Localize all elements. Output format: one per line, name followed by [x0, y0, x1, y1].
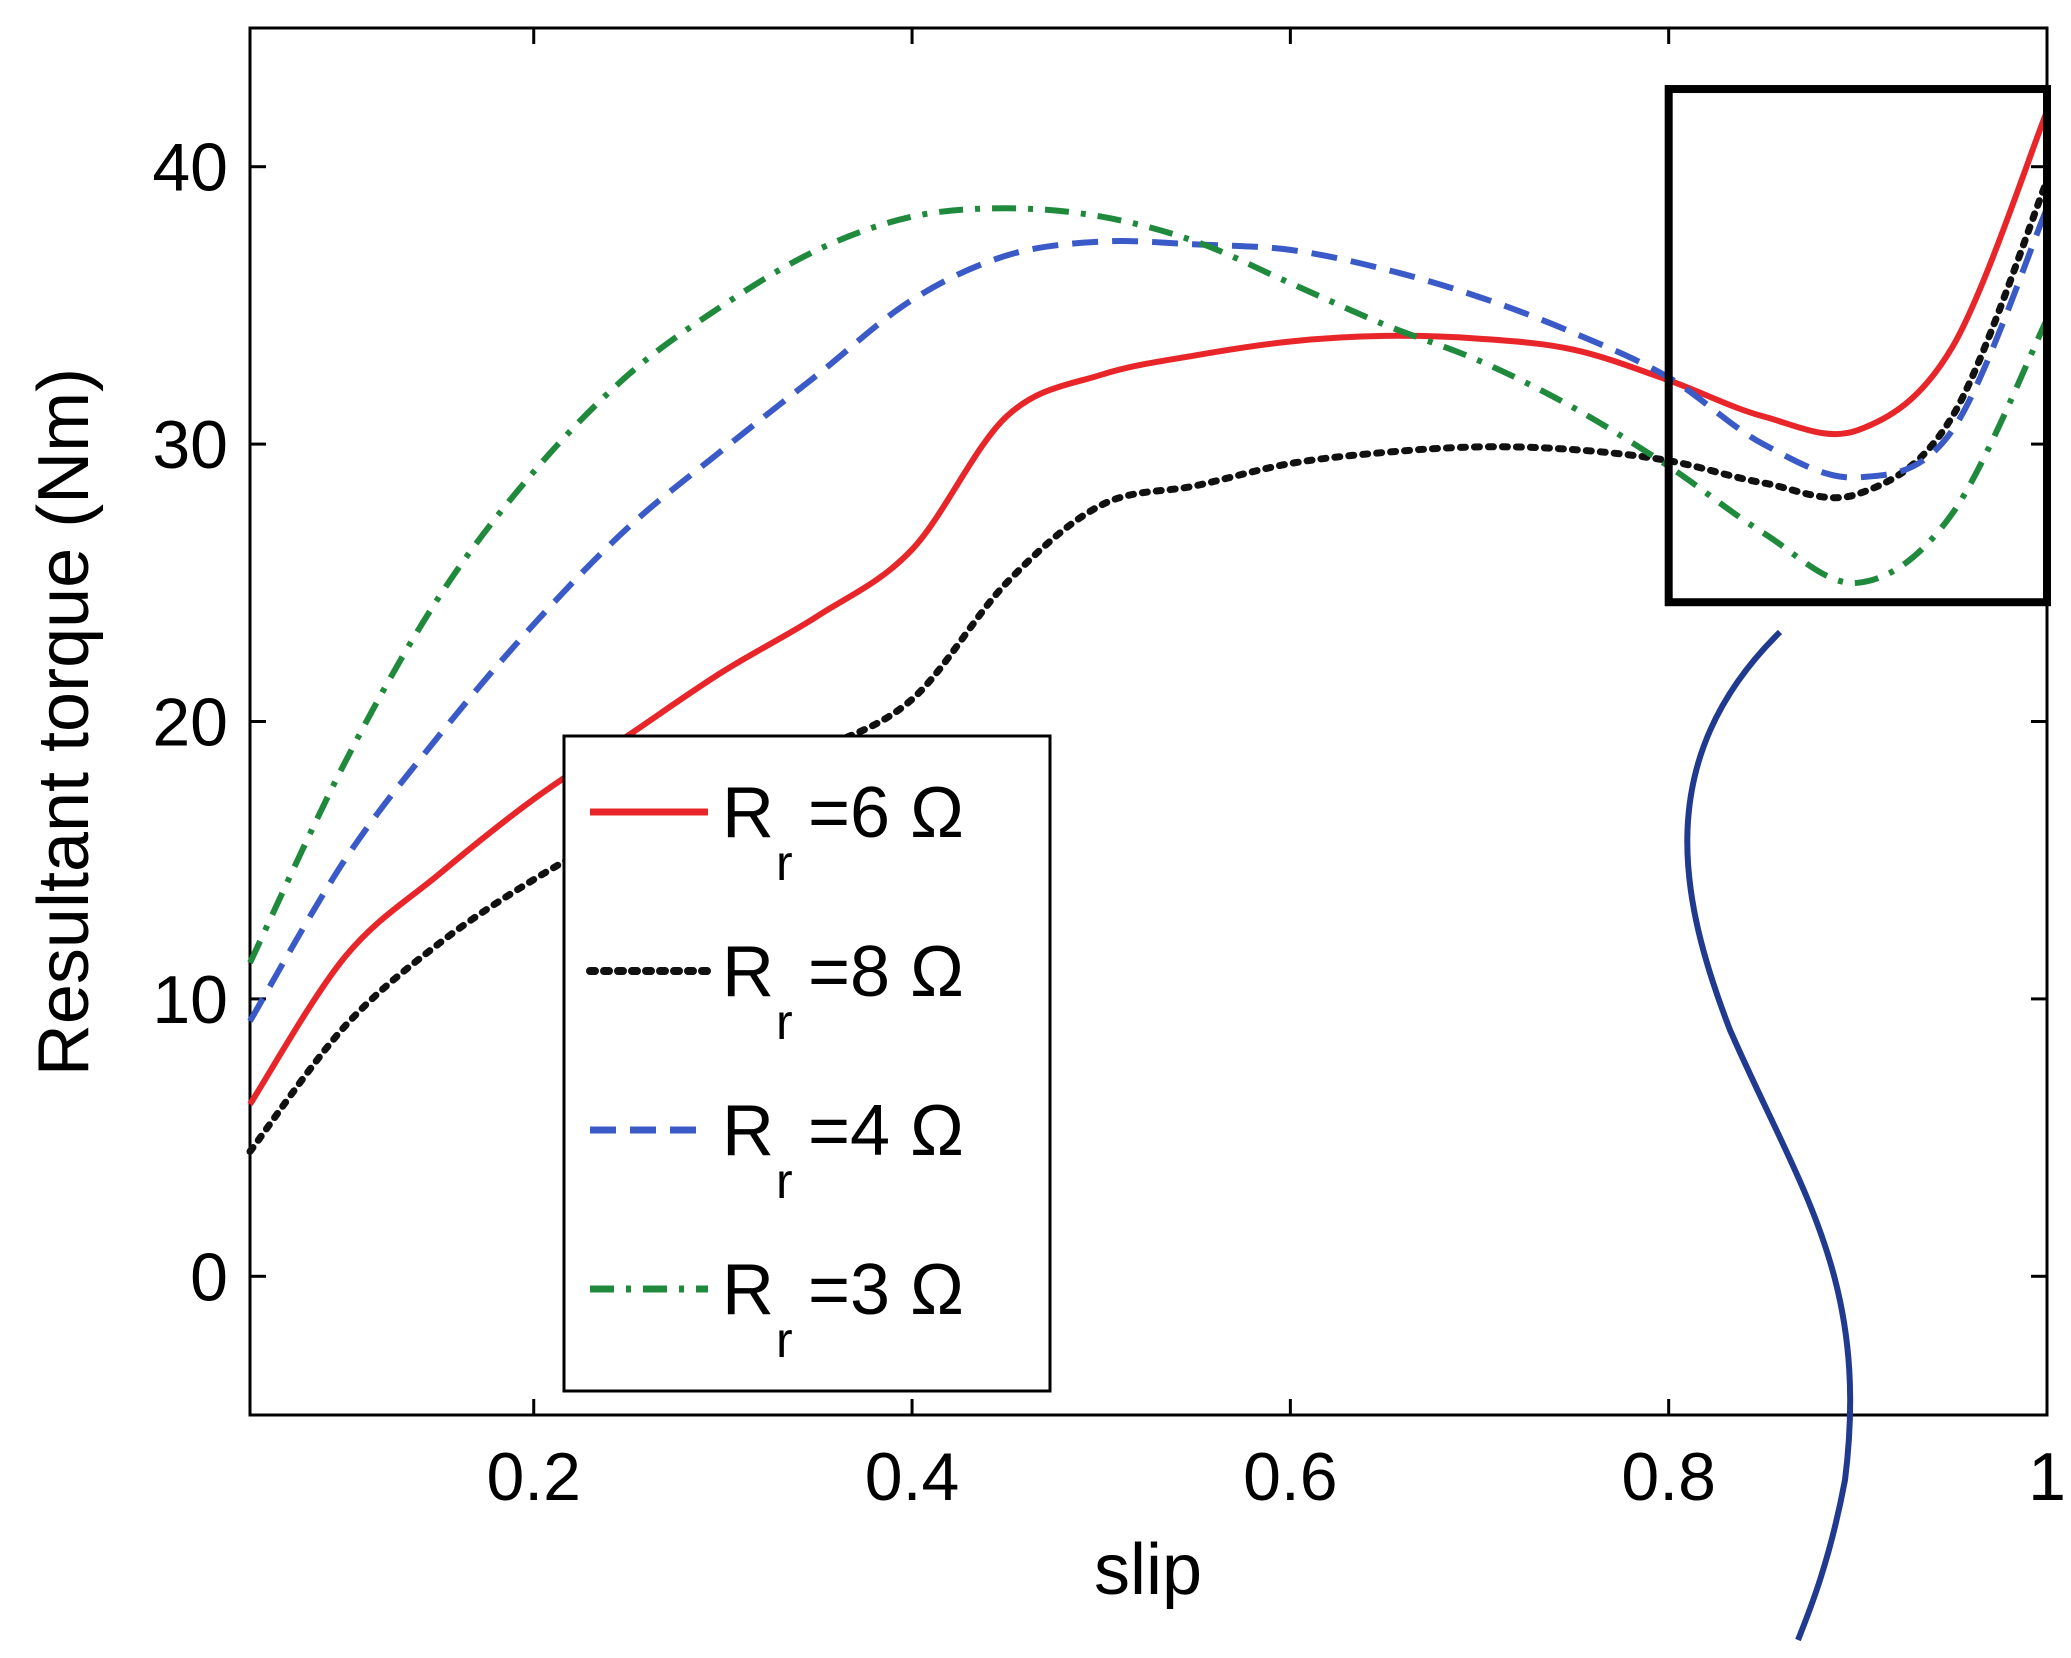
legend: Rr =6 Ω Rr =8 Ω Rr =4 Ω Rr =3 Ω: [562, 734, 1052, 1393]
legend-subscript-2: r: [776, 994, 793, 1050]
legend-subscript-1: r: [776, 835, 793, 891]
x-tick-label: 0.2: [486, 1439, 581, 1515]
x-tick-label: 0.8: [1621, 1439, 1716, 1515]
series-line-4: [247, 205, 2050, 965]
y-axis-title: Resultant torque (Nm): [24, 368, 104, 1076]
legend-subscript-3: r: [776, 1153, 793, 1209]
y-tick-label: 20: [152, 685, 228, 761]
y-tick-label: 40: [152, 130, 228, 206]
legend-value-4: =3 Ω: [808, 1250, 964, 1330]
legend-value-1: =6 Ω: [808, 773, 964, 853]
legend-value-2: =8 Ω: [808, 932, 964, 1012]
series-line-2: [246, 177, 2051, 1155]
series-layer: [246, 110, 2051, 1155]
series-line-1: [247, 110, 2050, 1106]
y-tick-label: 30: [152, 407, 228, 483]
legend-label-2: R: [722, 932, 774, 1012]
legend-label-1: R: [722, 773, 774, 853]
x-tick-label: 0.4: [865, 1439, 960, 1515]
zoom-highlight-box: [1664, 85, 2051, 607]
callout-curve: [1684, 629, 1854, 1642]
x-tick-label: 1: [2028, 1439, 2066, 1515]
x-axis-title: slip: [1094, 1530, 1202, 1610]
series-line-3: [247, 207, 2050, 1023]
legend-label-4: R: [722, 1250, 774, 1330]
y-tick-label: 10: [152, 962, 228, 1038]
plot-area: [248, 26, 2049, 1417]
legend-value-3: =4 Ω: [808, 1091, 964, 1171]
x-tick-label: 0.6: [1243, 1439, 1338, 1515]
legend-box: [562, 734, 1052, 1393]
legend-subscript-4: r: [776, 1312, 793, 1368]
y-tick-label: 0: [190, 1239, 228, 1315]
legend-label-3: R: [722, 1091, 774, 1171]
